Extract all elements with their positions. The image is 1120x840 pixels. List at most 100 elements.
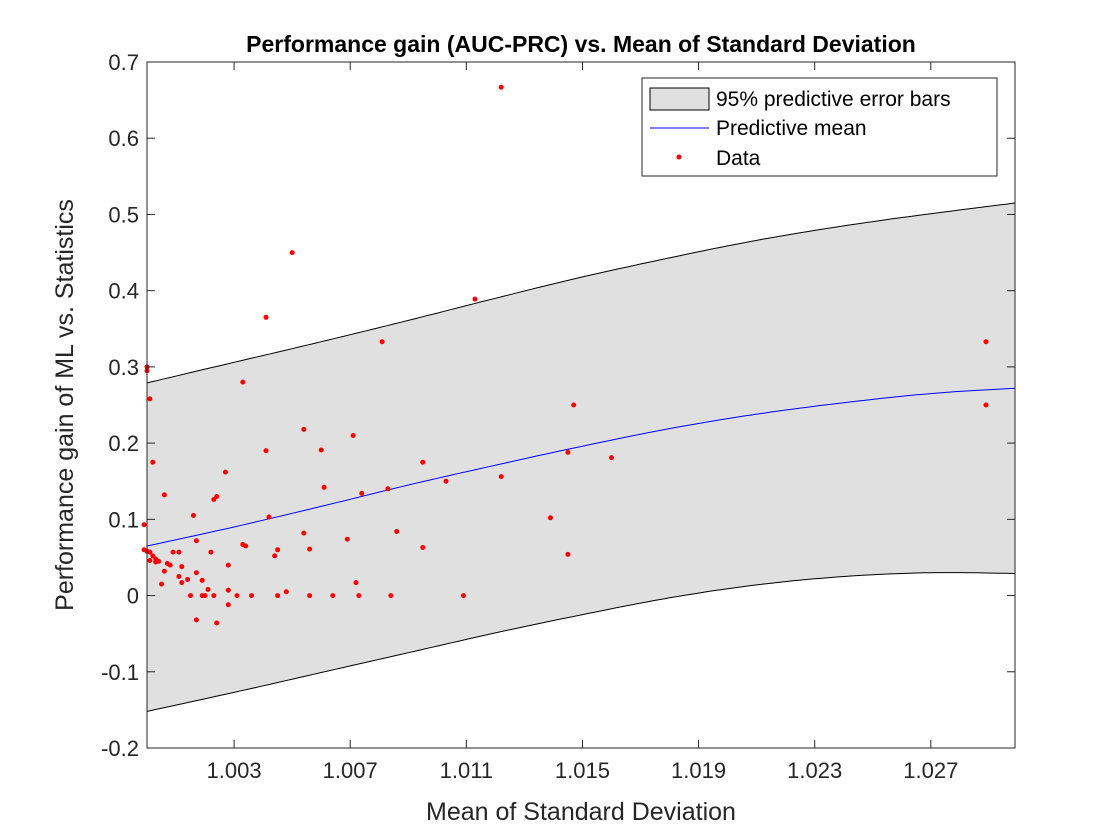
x-tick-label: 1.015 (555, 758, 610, 783)
data-point (565, 551, 571, 557)
data-point (275, 547, 281, 553)
data-point (275, 593, 281, 599)
x-axis-label: Mean of Standard Deviation (426, 798, 736, 826)
data-point (141, 522, 147, 528)
data-point (222, 469, 228, 475)
data-point (609, 455, 614, 461)
data-point (176, 549, 182, 555)
y-tick-label: 0.3 (108, 355, 139, 380)
data-point (356, 593, 362, 599)
y-tick-label: -0.2 (101, 736, 139, 761)
data-point (147, 396, 153, 402)
y-tick-label: 0.4 (108, 279, 139, 304)
data-point (983, 339, 989, 345)
error-band-lower-line (146, 572, 1016, 712)
legend-data-marker (676, 154, 682, 160)
y-tick-label: 0.6 (108, 126, 139, 151)
y-axis-ticks: -0.2 -0.1 0 0.1 0.2 0.3 0.4 0.5 0.6 0.7 (101, 50, 1015, 761)
legend-band-swatch (649, 87, 710, 111)
x-tick-label: 1.027 (903, 758, 958, 783)
data-point (243, 543, 249, 549)
data-point (420, 545, 426, 550)
data-point (211, 593, 217, 599)
data-point (443, 478, 449, 484)
predictive-mean-line (146, 387, 1016, 547)
data-point (179, 580, 185, 586)
data-point (150, 459, 156, 465)
mean-line-layer (146, 387, 1016, 547)
data-point (571, 402, 577, 408)
data-point (161, 492, 167, 498)
data-point (272, 553, 278, 559)
data-point (249, 593, 254, 599)
data-points-layer (141, 84, 989, 626)
data-point (283, 589, 289, 595)
data-point (193, 538, 199, 544)
data-point (353, 580, 359, 586)
data-point (289, 250, 295, 256)
data-point (193, 617, 199, 623)
data-point (394, 529, 400, 534)
data-point (565, 449, 571, 455)
y-tick-label: 0 (127, 584, 139, 609)
data-point (307, 546, 313, 552)
data-point (983, 402, 989, 408)
data-point (208, 549, 214, 555)
error-band-layer (146, 202, 1016, 712)
y-tick-label: -0.1 (101, 660, 139, 685)
y-tick-label: 0.5 (108, 202, 139, 227)
data-point (263, 448, 269, 454)
data-point (176, 574, 182, 579)
x-tick-label: 1.007 (323, 758, 378, 783)
data-point (498, 474, 504, 480)
data-point (167, 562, 173, 568)
data-point (202, 593, 208, 599)
chart-title: Performance gain (AUC-PRC) vs. Mean of S… (246, 31, 916, 57)
data-point (330, 593, 336, 599)
data-point (307, 593, 313, 599)
data-point (199, 577, 205, 583)
data-point (188, 593, 193, 599)
data-point (205, 587, 211, 592)
data-point (240, 379, 246, 385)
y-tick-label: 0.7 (108, 50, 139, 75)
data-point (385, 486, 391, 492)
data-point (225, 602, 231, 608)
data-point (498, 84, 504, 90)
data-point (179, 564, 185, 570)
data-point (420, 459, 426, 465)
data-point (225, 587, 231, 593)
data-point (153, 559, 159, 565)
data-point (263, 314, 269, 320)
x-tick-label: 1.023 (787, 758, 842, 783)
x-tick-label: 1.019 (671, 758, 726, 783)
x-tick-label: 1.003 (207, 758, 262, 783)
data-point (460, 593, 466, 599)
legend: 95% predictive error bars Predictive mea… (641, 77, 998, 177)
data-point (350, 433, 356, 438)
legend-label-mean: Predictive mean (716, 117, 867, 140)
legend-label-data: Data (716, 147, 761, 170)
data-point (147, 558, 153, 563)
data-point (548, 515, 553, 521)
y-tick-label: 0.2 (108, 431, 139, 456)
data-point (379, 339, 385, 345)
y-axis-label: Performance gain of ML vs. Statistics (51, 199, 79, 611)
data-point (344, 536, 350, 542)
data-point (214, 620, 220, 626)
data-point (211, 497, 217, 502)
data-point (147, 549, 153, 555)
data-point (161, 568, 167, 574)
data-point (225, 562, 231, 568)
y-tick-label: 0.1 (108, 507, 139, 532)
x-axis-ticks: 1.003 1.007 1.011 1.015 1.019 1.023 1.027 (207, 62, 958, 783)
legend-label-band: 95% predictive error bars (716, 88, 951, 111)
data-point (185, 577, 191, 582)
data-point (359, 490, 365, 496)
error-band-fill (147, 203, 1015, 712)
data-point (321, 484, 327, 490)
data-point (301, 530, 307, 536)
data-point (388, 593, 394, 599)
data-point (193, 570, 199, 576)
